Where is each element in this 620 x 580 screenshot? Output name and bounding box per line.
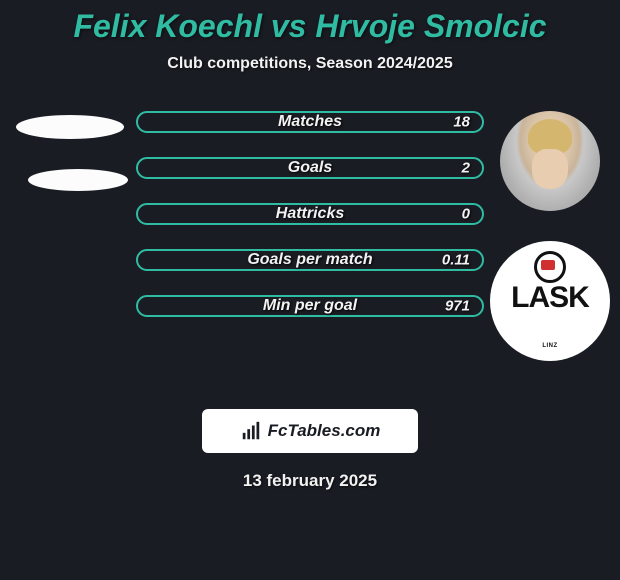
stat-label: Goals per match: [247, 251, 372, 269]
player-photo: [500, 111, 600, 211]
chart-icon: [240, 420, 262, 442]
stat-label: Hattricks: [276, 205, 344, 223]
club-emblem-icon: [534, 251, 566, 283]
watermark-text: FcTables.com: [268, 421, 381, 441]
club-name: LASK: [506, 285, 594, 311]
player-left-column: [10, 111, 130, 191]
player-photo-placeholder: [16, 115, 124, 139]
stat-value: 2: [462, 160, 470, 177]
player-right-column: LASK LINZ: [490, 111, 610, 361]
stat-bar: Hattricks 0: [136, 203, 484, 225]
stat-bar: Goals 2: [136, 157, 484, 179]
content-row: Matches 18 Goals 2 Hattricks 0 Goals per match…: [0, 111, 620, 361]
stat-value: 18: [453, 114, 470, 131]
comparison-title: Felix Koechl vs Hrvoje Smolcic: [0, 0, 620, 45]
stat-label: Matches: [278, 113, 342, 131]
stat-label: Goals: [288, 159, 332, 177]
watermark-badge: FcTables.com: [202, 409, 418, 453]
club-logo-placeholder: [28, 169, 128, 191]
club-logo: LASK LINZ: [490, 241, 610, 361]
stat-value: 971: [445, 298, 470, 315]
stat-bar: Matches 18: [136, 111, 484, 133]
stat-value: 0: [462, 206, 470, 223]
comparison-subtitle: Club competitions, Season 2024/2025: [0, 55, 620, 73]
stat-label: Min per goal: [263, 297, 357, 315]
stat-bar: Min per goal 971: [136, 295, 484, 317]
stat-bars: Matches 18 Goals 2 Hattricks 0 Goals per match…: [130, 111, 490, 317]
club-subtext: LINZ: [506, 343, 594, 349]
stat-value: 0.11: [442, 252, 470, 269]
stat-bar: Goals per match 0.11: [136, 249, 484, 271]
comparison-date: 13 february 2025: [0, 471, 620, 491]
